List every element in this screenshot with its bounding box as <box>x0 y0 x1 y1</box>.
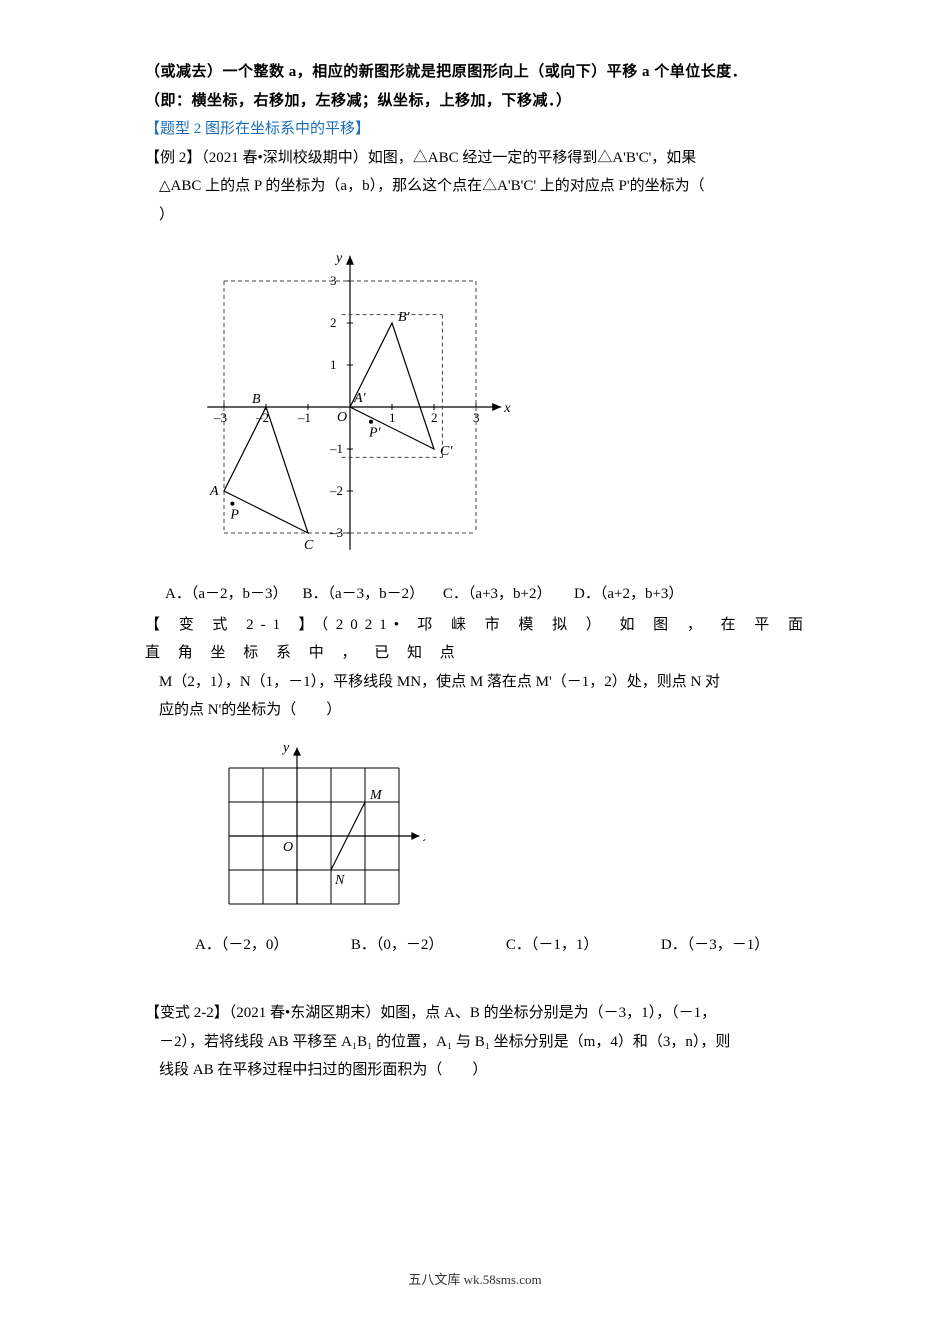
variant21-line1: 【 变 式 2-1 】（2021• 邛 崃 市 模 拟 ） 如 图 ， 在 平 … <box>145 611 810 668</box>
diagram-2: Ox y M N <box>195 733 810 923</box>
svg-text:y: y <box>281 740 290 755</box>
variant21-options: A．（－2，0） B．（0，－2） C．（－1，1） D．（－3，－1） <box>145 931 810 960</box>
example2-line2: △ABC 上的点 P 的坐标为（a，b），那么这个点在△A'B'C' 上的对应点… <box>145 172 810 201</box>
section-header: 【题型 2 图形在坐标系中的平移】 <box>145 115 810 144</box>
svg-text:O: O <box>337 410 347 425</box>
example2-line1: 【例 2】（2021 春•深圳校级期中）如图，△ABC 经过一定的平移得到△A'… <box>145 144 810 173</box>
example2-options: A．（a－2，b－3） B．（a－3，b－2） C．（a+3，b+2） D．（a… <box>145 580 810 609</box>
variant22-line2: －2），若将线段 AB 平移至 A₁B₁ 的位置，A₁ 与 B₁ 坐标分别是（m… <box>145 1028 810 1057</box>
svg-text:C′: C′ <box>440 444 453 459</box>
opt2-c: C．（－1，1） <box>506 937 599 953</box>
svg-text:2: 2 <box>431 410 438 425</box>
opt-a: A．（a－2，b－3） <box>165 586 288 602</box>
svg-text:–3: –3 <box>213 410 227 425</box>
svg-text:1: 1 <box>389 410 396 425</box>
svg-text:–1: –1 <box>329 441 343 456</box>
svg-text:A′: A′ <box>353 391 367 406</box>
svg-text:C: C <box>304 538 314 553</box>
intro-line-2: （即：横坐标，右移加，左移减；纵坐标，上移加，下移减．） <box>145 87 810 116</box>
variant22-line1: 【变式 2-2】（2021 春•东湖区期末）如图，点 A、B 的坐标分别是为（－… <box>145 999 810 1028</box>
example2-title: 【例 2】（2021 春•深圳校级期中）如图，△ABC 经过一定的平移得到△A'… <box>145 150 696 166</box>
svg-text:P′: P′ <box>368 426 382 441</box>
intro-line-1: （或减去）一个整数 a，相应的新图形就是把原图形向上（或向下）平移 a 个单位长… <box>145 58 810 87</box>
opt2-b: B．（0，－2） <box>351 937 444 953</box>
svg-text:2: 2 <box>330 315 337 330</box>
svg-text:x: x <box>503 401 511 416</box>
page-footer: 五八文库 wk.58sms.com <box>0 1269 950 1288</box>
svg-text:–1: –1 <box>297 410 311 425</box>
svg-text:1: 1 <box>330 357 337 372</box>
svg-text:O: O <box>283 840 293 855</box>
svg-text:–2: –2 <box>255 410 269 425</box>
svg-text:B′: B′ <box>398 310 411 325</box>
variant22-line3: 线段 AB 在平移过程中扫过的图形面积为（ ） <box>145 1056 810 1085</box>
opt-b: B．（a－3，b－2） <box>303 586 425 602</box>
diagram-1: –3–2–1123–3–2–1123OxyABCA′B′C′PP′ <box>175 237 810 572</box>
svg-text:B: B <box>252 392 261 407</box>
opt2-d: D．（－3，－1） <box>661 937 769 953</box>
svg-text:N: N <box>334 873 345 888</box>
example2-line3: ） <box>145 201 810 230</box>
variant21-line2: M（2，1），N（1，－1），平移线段 MN，使点 M 落在点 M'（－1，2）… <box>145 668 810 697</box>
opt-c: C．（a+3，b+2） <box>443 586 552 602</box>
opt-d: D．（a+2，b+3） <box>574 586 683 602</box>
svg-text:M: M <box>369 788 383 803</box>
svg-text:x: x <box>422 830 425 845</box>
svg-text:A: A <box>209 484 219 499</box>
opt2-a: A．（－2，0） <box>195 937 288 953</box>
svg-text:P: P <box>229 508 239 523</box>
svg-text:y: y <box>334 251 343 266</box>
variant21-line3: 应的点 N'的坐标为（ ） <box>145 696 810 725</box>
svg-text:–2: –2 <box>329 483 343 498</box>
